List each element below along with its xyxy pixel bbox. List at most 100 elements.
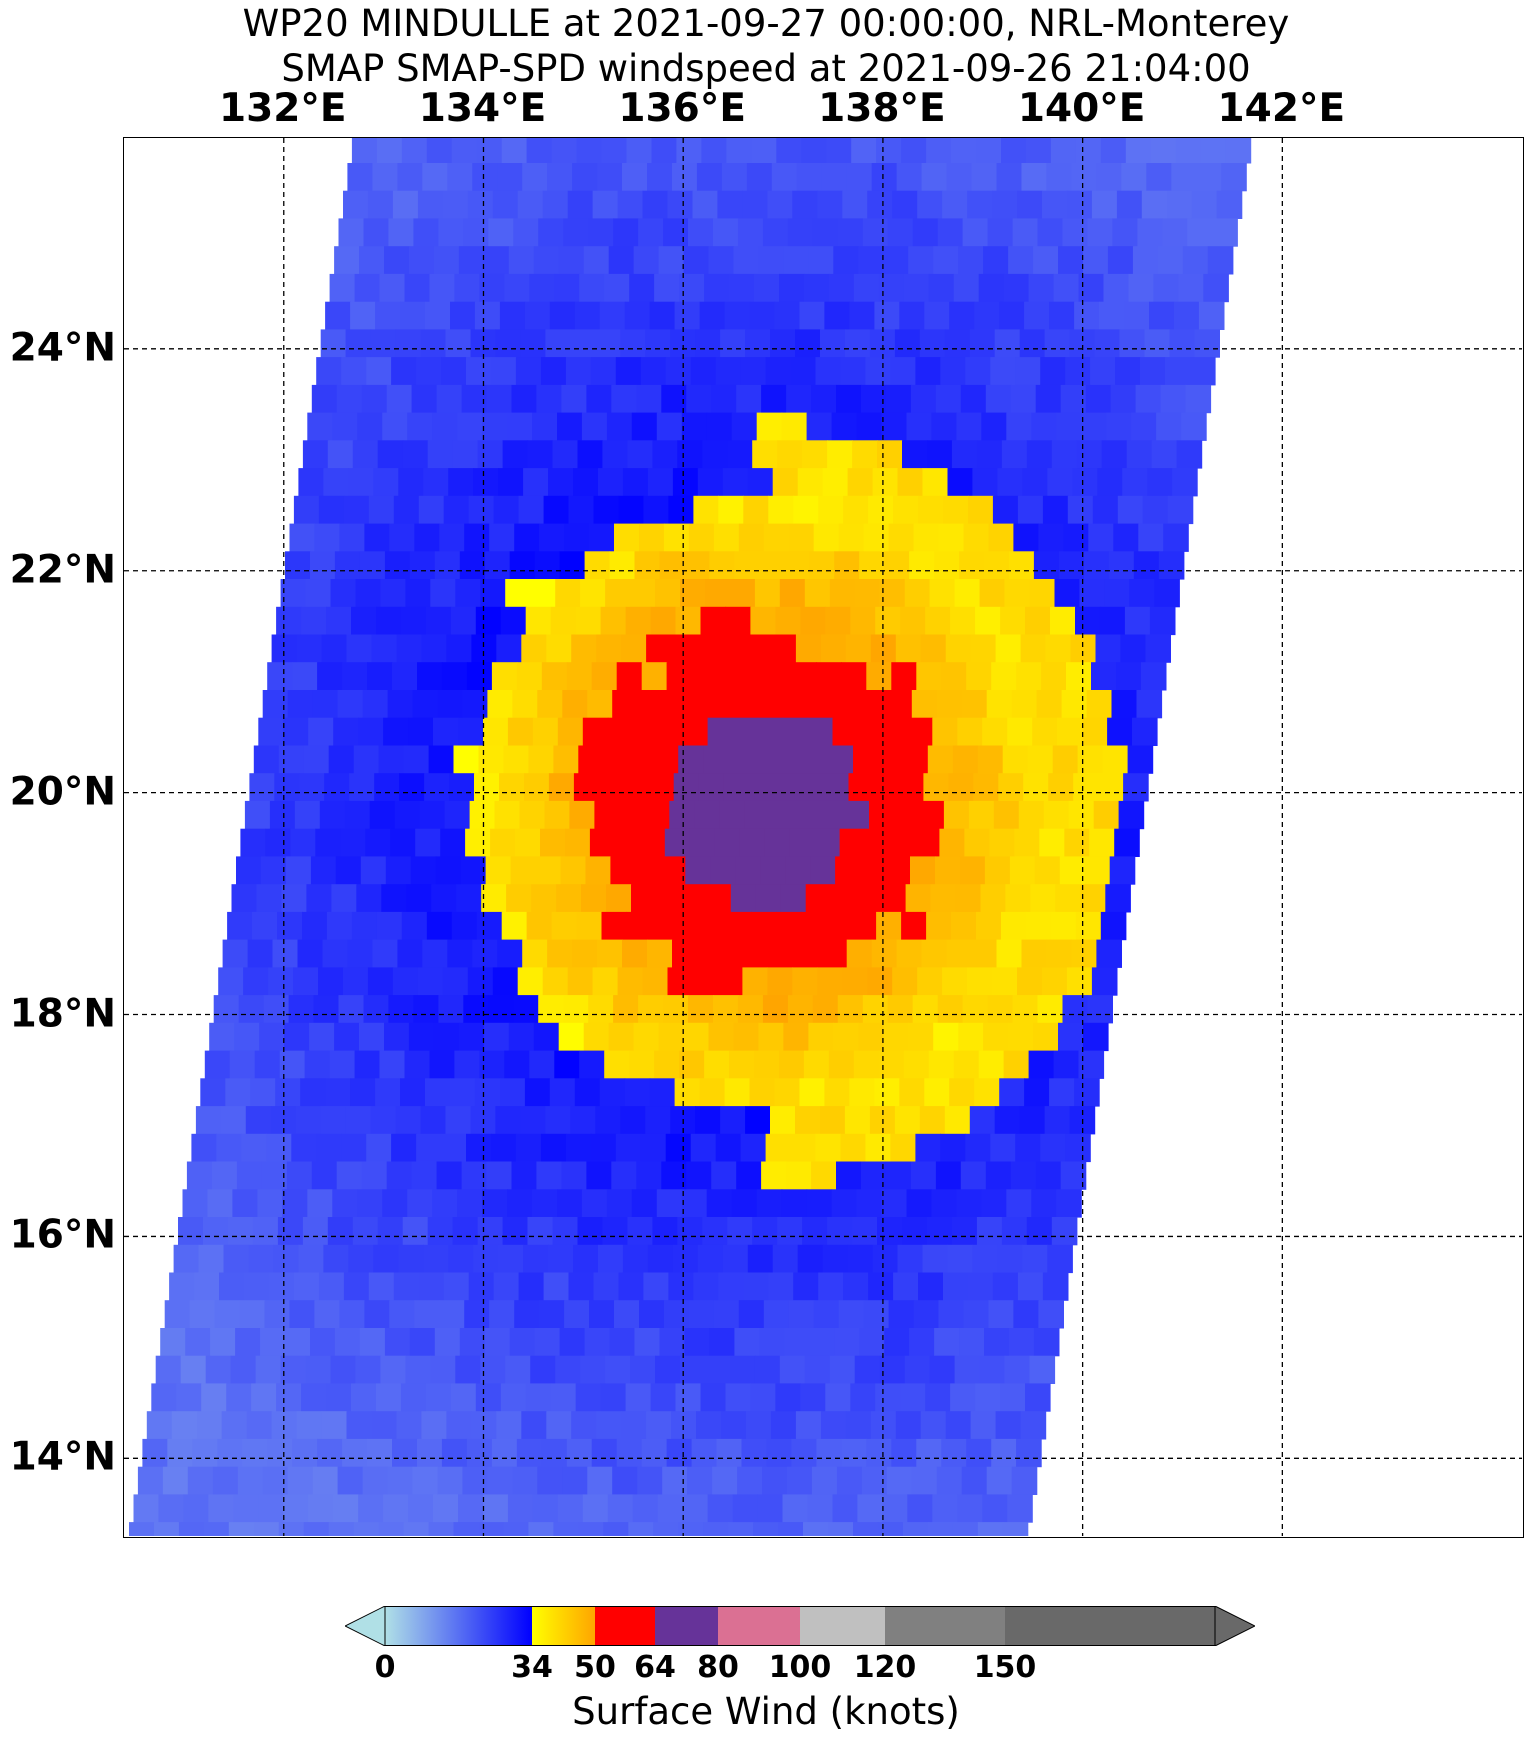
- wind-cell: [617, 662, 643, 690]
- wind-cell: [1016, 1439, 1042, 1467]
- wind-cell: [535, 1328, 561, 1356]
- wind-cell: [726, 607, 752, 635]
- wind-cell: [1170, 329, 1196, 357]
- wind-cell: [789, 1300, 815, 1328]
- wind-cell: [293, 967, 319, 995]
- wind-cell: [515, 829, 541, 857]
- wind-cell: [616, 357, 642, 385]
- wind-cell: [1152, 440, 1178, 468]
- wind-cell: [268, 967, 294, 995]
- wind-cell: [826, 912, 852, 940]
- wind-cell: [912, 690, 938, 718]
- wind-cell: [582, 413, 608, 441]
- wind-cell: [858, 1023, 884, 1051]
- wind-cell: [740, 829, 766, 857]
- wind-cell: [1120, 329, 1146, 357]
- wind-cell: [335, 1328, 361, 1356]
- wind-cell: [691, 1134, 717, 1162]
- wind-cell: [679, 274, 705, 302]
- wind-cell: [570, 1106, 596, 1134]
- wind-cell: [579, 1051, 605, 1079]
- wind-cell: [733, 1494, 759, 1522]
- wind-cell: [1017, 191, 1043, 219]
- wind-cell: [931, 413, 957, 441]
- colorbar-tick-label: 50: [574, 1650, 616, 1685]
- wind-cell: [231, 1356, 257, 1384]
- wind-cell: [609, 1023, 635, 1051]
- wind-cell: [1120, 635, 1146, 663]
- wind-cell: [705, 1356, 731, 1384]
- wind-cell: [701, 138, 727, 164]
- wind-cell: [487, 690, 513, 718]
- wind-cell: [914, 524, 940, 552]
- wind-cell: [714, 1300, 740, 1328]
- wind-cell: [874, 302, 900, 330]
- wind-cell: [418, 967, 444, 995]
- wind-cell: [496, 635, 522, 663]
- wind-field-plot: [124, 138, 1522, 1536]
- wind-cell: [546, 1411, 572, 1439]
- wind-cell: [448, 468, 474, 496]
- wind-cell: [684, 1328, 710, 1356]
- map-title-line2: SMAP SMAP-SPD windspeed at 2021-09-26 21…: [0, 49, 1532, 89]
- wind-cell: [450, 302, 476, 330]
- wind-cell: [1065, 357, 1091, 385]
- wind-cell: [573, 468, 599, 496]
- wind-cell: [648, 468, 674, 496]
- wind-cell: [723, 1245, 749, 1273]
- wind-cell: [936, 385, 962, 413]
- wind-cell: [935, 856, 961, 884]
- wind-cell: [247, 1411, 273, 1439]
- wind-cell: [813, 218, 839, 246]
- wind-cell: [597, 163, 623, 191]
- wind-cell: [964, 524, 990, 552]
- wind-cell: [775, 302, 801, 330]
- wind-cell: [501, 1383, 527, 1411]
- wind-cell: [684, 246, 710, 274]
- wind-cell: [421, 635, 447, 663]
- lat-tick-label: 18°N: [10, 991, 116, 1036]
- wind-cell: [766, 1134, 792, 1162]
- wind-cell: [917, 967, 943, 995]
- wind-cell: [429, 746, 455, 774]
- wind-cell: [1201, 138, 1227, 164]
- wind-cell: [841, 357, 867, 385]
- wind-cell: [857, 1189, 883, 1217]
- wind-cell: [1047, 1245, 1073, 1273]
- wind-cell: [864, 1300, 890, 1328]
- wind-cell: [343, 191, 369, 219]
- wind-cell: [413, 218, 439, 246]
- wind-cell: [736, 1162, 762, 1190]
- wind-cell: [905, 1356, 931, 1384]
- wind-cell: [654, 1051, 680, 1079]
- wind-cell: [438, 690, 464, 718]
- wind-cell: [330, 274, 356, 302]
- wind-cell: [859, 1328, 885, 1356]
- wind-cell: [290, 829, 316, 857]
- wind-cell: [948, 773, 974, 801]
- wind-cell: [737, 690, 763, 718]
- wind-cell: [636, 385, 662, 413]
- wind-cell: [650, 302, 676, 330]
- wind-cell: [857, 1494, 883, 1522]
- wind-cell: [1021, 1411, 1047, 1439]
- wind-cell: [618, 967, 644, 995]
- wind-cell: [1042, 191, 1068, 219]
- wind-cell: [420, 801, 446, 829]
- wind-cell: [652, 912, 678, 940]
- wind-cell: [489, 524, 515, 552]
- wind-cell: [701, 1383, 727, 1411]
- wind-cell: [926, 138, 952, 164]
- wind-cell: [267, 1439, 293, 1467]
- wind-cell: [460, 551, 486, 579]
- wind-cell: [717, 662, 743, 690]
- wind-cell: [1106, 413, 1132, 441]
- wind-cell: [562, 690, 588, 718]
- wind-cell: [257, 884, 283, 912]
- wind-cell: [758, 1494, 784, 1522]
- wind-cell: [263, 1467, 289, 1495]
- wind-cell: [595, 329, 621, 357]
- wind-cell: [613, 995, 639, 1023]
- wind-cell: [610, 1328, 636, 1356]
- wind-cell: [628, 1522, 654, 1536]
